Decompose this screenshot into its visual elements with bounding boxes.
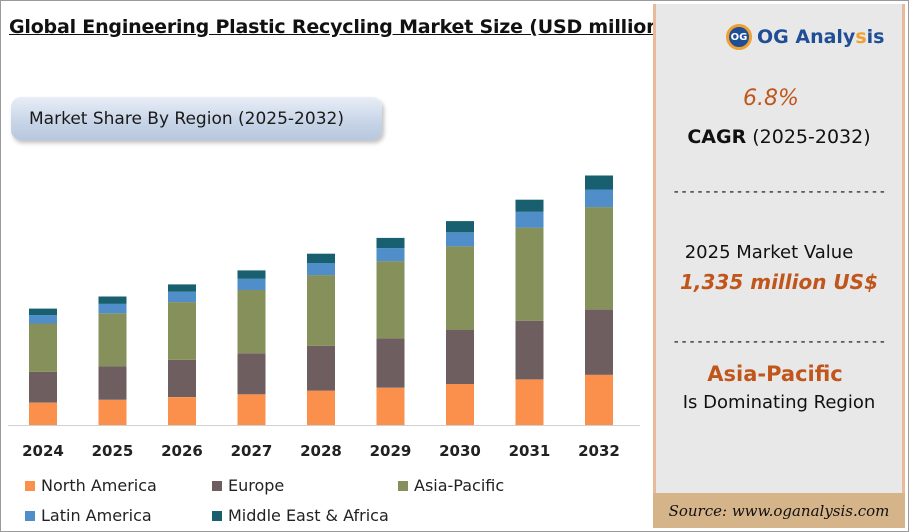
bar-segment-2028-middle-east-africa (307, 253, 335, 263)
bar-segment-2029-middle-east-africa (376, 237, 405, 249)
bar-segment-2028-europe (307, 345, 335, 391)
x-tick-label-2028: 2028 (300, 442, 342, 460)
bar-segment-2032-asia-pacific (585, 207, 613, 310)
legend-swatch (25, 480, 35, 491)
og-analysis-logo: OG OG Analysis (726, 24, 884, 50)
legend-swatch (212, 510, 222, 521)
legend-swatch (398, 480, 408, 491)
bar-segment-2027-middle-east-africa (237, 270, 266, 279)
x-tick-label-2031: 2031 (509, 442, 551, 460)
bar-segment-2025-asia-pacific (98, 313, 127, 367)
bar-segment-2028-latin-america (307, 263, 335, 276)
bar-segment-2030-middle-east-africa (446, 221, 474, 233)
bar-segment-2032-latin-america (585, 189, 613, 208)
cagr-value: 6.8% (743, 86, 799, 111)
bar-segment-2025-europe (98, 366, 127, 400)
bar-segment-2024-latin-america (29, 315, 57, 324)
bar-segment-2031-asia-pacific (515, 227, 544, 321)
legend-label: Europe (228, 476, 285, 495)
market-value: 1,335 million US$ (680, 270, 878, 294)
og-logo-icon: OG (726, 24, 752, 50)
bar-segment-2027-asia-pacific (237, 290, 266, 354)
bar-segment-2026-latin-america (168, 291, 196, 303)
bar-segment-2024-asia-pacific (29, 323, 57, 372)
bar-segment-2026-europe (168, 359, 196, 397)
legend-label: Asia-Pacific (414, 476, 505, 495)
bar-segment-2032-middle-east-africa (585, 175, 613, 190)
bar-segment-2030-north-america (446, 384, 474, 425)
x-tick-label-2024: 2024 (22, 442, 64, 460)
bar-segment-2027-europe (237, 353, 266, 395)
dominating-region-label: Is Dominating Region (682, 392, 876, 413)
legend-swatch (25, 510, 35, 521)
bar-segment-2032-europe (585, 309, 613, 375)
bar-segment-2030-latin-america (446, 232, 474, 247)
dominating-region: Asia-Pacific (707, 362, 843, 386)
bar-segment-2029-latin-america (376, 248, 405, 262)
bar-segment-2029-europe (376, 338, 405, 388)
x-tick-label-2025: 2025 (92, 442, 134, 460)
bar-segment-2030-asia-pacific (446, 246, 474, 330)
bar-segment-2029-north-america (376, 387, 405, 425)
bar-segment-2026-middle-east-africa (168, 284, 196, 292)
bar-segment-2024-north-america (29, 402, 57, 425)
bar-segment-2027-north-america (237, 394, 266, 425)
legend-label: North America (41, 476, 157, 495)
legend-item-asia-pacific: Asia-Pacific (398, 476, 504, 495)
divider-top: ------------------------------------ (672, 184, 886, 200)
x-tick-label-2030: 2030 (439, 442, 481, 460)
cagr-label: CAGR (2025-2032) (687, 126, 871, 148)
bar-segment-2026-asia-pacific (168, 302, 196, 360)
bar-segment-2027-latin-america (237, 278, 266, 290)
bar-segment-2024-middle-east-africa (29, 308, 57, 316)
bar-segment-2025-north-america (98, 399, 127, 425)
bar-segment-2031-north-america (515, 379, 544, 425)
divider-bottom: ------------------------------------ (672, 334, 886, 350)
x-tick-label-2029: 2029 (370, 442, 412, 460)
bar-segment-2026-north-america (168, 397, 196, 425)
legend-label: Middle East & Africa (228, 506, 389, 525)
bar-segment-2031-middle-east-africa (515, 199, 544, 212)
legend-item-middle-east-africa: Middle East & Africa (212, 506, 389, 525)
x-tick-label-2032: 2032 (578, 442, 620, 460)
source-note: Source: www.oganalysis.com (653, 493, 905, 528)
bar-segment-2031-latin-america (515, 211, 544, 228)
x-tick-label-2026: 2026 (161, 442, 203, 460)
market-value-label: 2025 Market Value (684, 242, 854, 263)
bar-segment-2030-europe (446, 330, 474, 384)
legend-item-europe: Europe (212, 476, 284, 495)
x-tick-label-2027: 2027 (231, 442, 273, 460)
chart-subtitle-text: Market Share By Region (2025-2032) (29, 108, 344, 129)
legend-item-latin-america: Latin America (25, 506, 152, 525)
stacked-bar-chart: 2024 2025 2026 2027 2028 2029 2030 2031 2032 (8, 175, 640, 460)
bar-segment-2029-asia-pacific (376, 261, 405, 339)
bar-segment-2024-europe (29, 371, 57, 403)
legend-swatch (212, 480, 222, 491)
chart-title: Global Engineering Plastic Recycling Mar… (9, 16, 668, 38)
bar-segment-2031-europe (515, 320, 544, 380)
bar-segment-2028-asia-pacific (307, 275, 335, 346)
legend-item-north-america: North America (25, 476, 157, 495)
logo-wordmark: OG Analysis (757, 26, 885, 48)
summary-panel: OG OG Analysis 6.8% CAGR (2025-2032) ---… (653, 4, 905, 528)
bar-segment-2028-north-america (307, 390, 335, 425)
legend-label: Latin America (41, 506, 152, 525)
bar-segment-2025-latin-america (98, 304, 127, 314)
chart-subtitle: Market Share By Region (2025-2032) (11, 97, 382, 140)
bar-segment-2032-north-america (585, 374, 613, 425)
bar-segment-2025-middle-east-africa (98, 296, 127, 304)
